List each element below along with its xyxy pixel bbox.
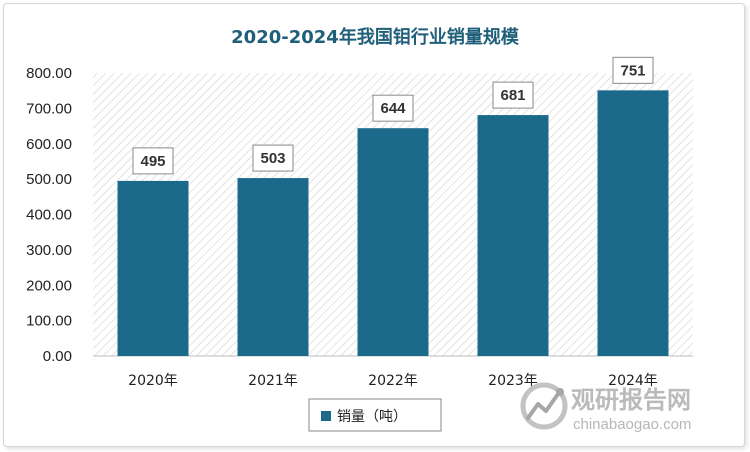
watermark-name: 观研报告网 <box>571 386 691 414</box>
x-tick-label: 2023年 <box>488 373 538 389</box>
bar-series <box>117 90 669 357</box>
data-labels: 495 503 644 681 751 <box>132 56 654 175</box>
legend-label: 销量（吨） <box>337 409 407 425</box>
bar <box>237 178 309 356</box>
data-label: 644 <box>380 100 406 117</box>
legend-swatch <box>321 411 331 421</box>
bar <box>597 90 669 357</box>
y-tick-label: 0.00 <box>43 348 72 365</box>
x-axis-ticks: 2020年 2021年 2022年 2023年 2024年 <box>128 373 658 389</box>
data-label-box <box>132 147 174 175</box>
data-label-box <box>612 56 654 84</box>
x-tick-label: 2021年 <box>248 373 298 389</box>
data-label: 681 <box>500 87 525 104</box>
data-label: 503 <box>260 150 285 167</box>
y-tick-label: 700.00 <box>26 100 72 117</box>
y-tick-label: 400.00 <box>26 207 72 224</box>
data-label-box <box>252 144 294 172</box>
y-tick-label: 800.00 <box>26 65 72 82</box>
y-tick-label: 200.00 <box>26 277 72 294</box>
y-tick-label: 600.00 <box>26 136 72 153</box>
x-tick-label: 2024年 <box>608 373 658 389</box>
y-tick-label: 500.00 <box>26 171 72 188</box>
legend: 销量（吨） <box>308 398 442 432</box>
y-tick-label: 300.00 <box>26 242 72 259</box>
bar <box>477 115 549 356</box>
bar <box>117 180 189 356</box>
chart-title: 2020-2024年我国钼行业销量规模 <box>231 26 520 48</box>
x-tick-label: 2020年 <box>128 373 178 389</box>
watermark-logo-icon <box>520 382 568 430</box>
y-tick-label: 100.00 <box>26 313 72 330</box>
x-tick-label: 2022年 <box>368 373 418 389</box>
data-label: 495 <box>140 153 165 170</box>
watermark-url: chinabaogao.com <box>573 416 691 433</box>
data-label-box <box>372 94 414 122</box>
bar <box>357 128 429 356</box>
watermark: 观研报告网 chinabaogao.com <box>520 382 691 433</box>
legend-box <box>308 398 442 432</box>
data-label: 751 <box>620 62 645 79</box>
y-axis-ticks: 0.00 100.00 200.00 300.00 400.00 500.00 600.00… <box>26 65 72 365</box>
data-label-box <box>492 81 534 109</box>
